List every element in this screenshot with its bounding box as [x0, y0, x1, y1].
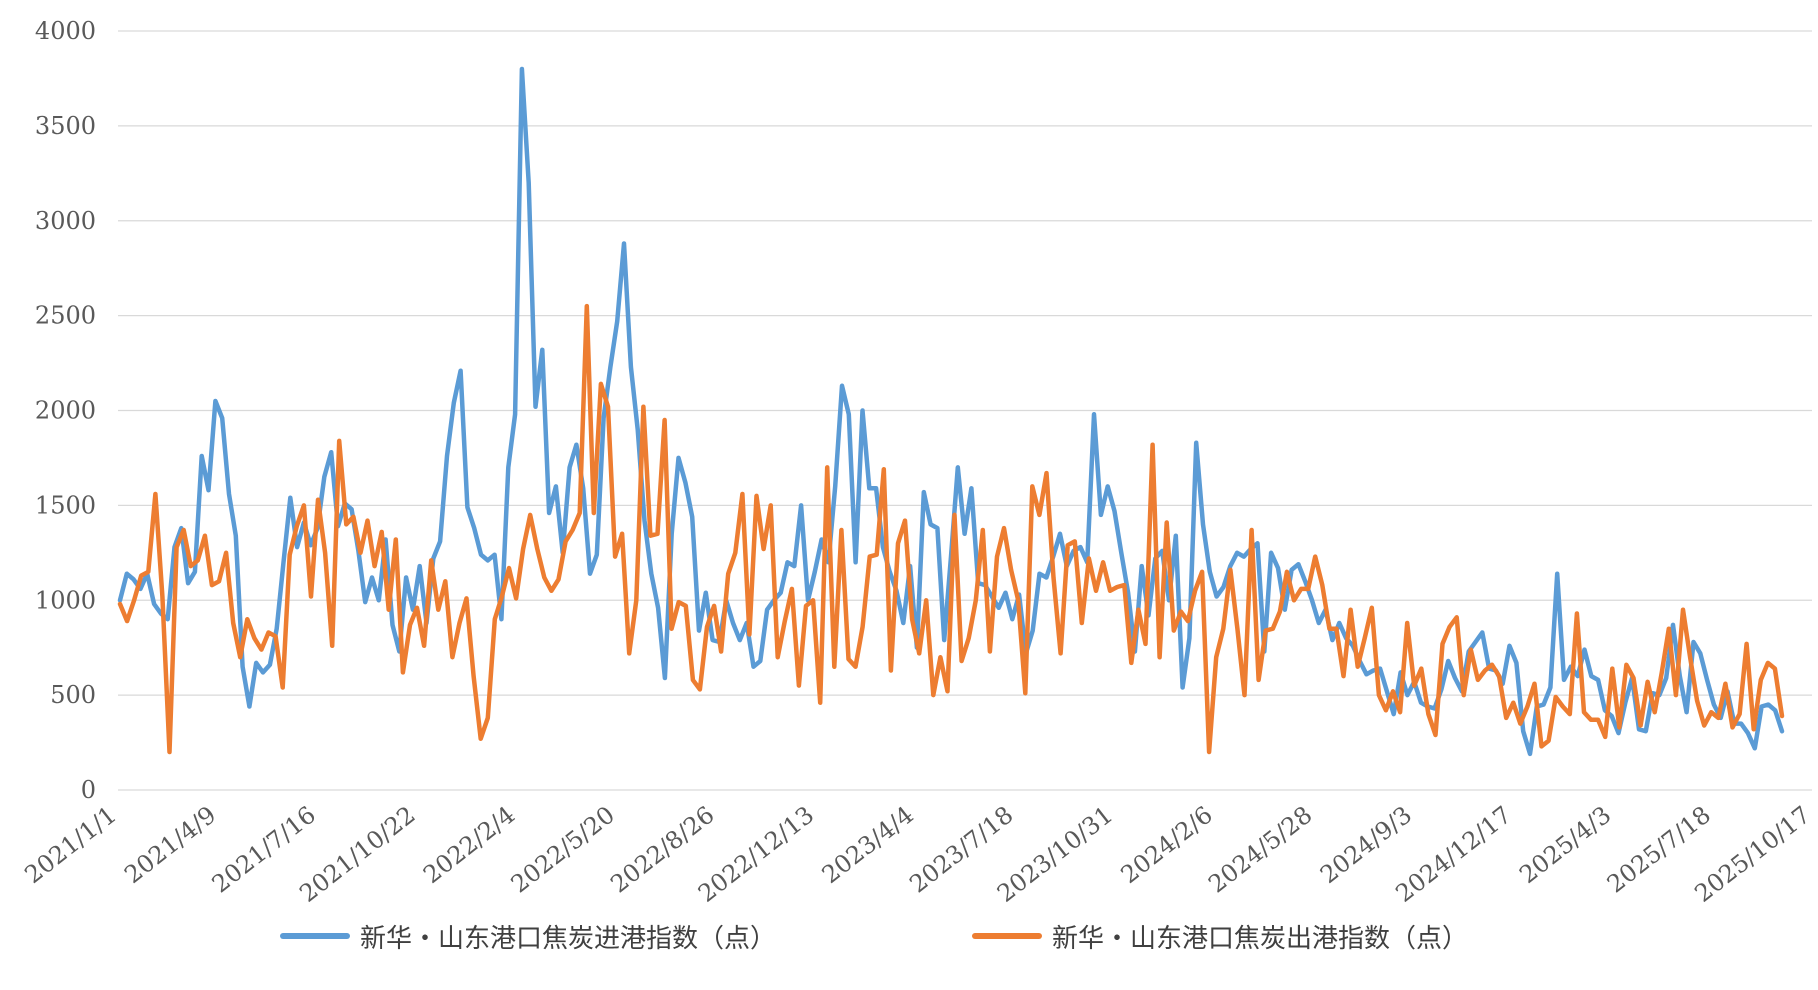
y-tick-label: 2500	[35, 302, 96, 330]
y-tick-label: 0	[81, 776, 96, 804]
x-tick-label: 2024/5/28	[1203, 801, 1317, 899]
legend-label-inbound: 新华・山东港口焦炭进港指数（点）	[360, 923, 777, 954]
series-line-outbound	[117, 303, 1785, 755]
x-tick-label: 2021/1/1	[20, 801, 122, 889]
y-tick-label: 1000	[35, 586, 96, 614]
legend-item-outbound: 新华・山东港口焦炭出港指数（点）	[972, 918, 1468, 954]
legend-label-outbound: 新华・山东港口焦炭出港指数（点）	[1052, 923, 1469, 954]
y-axis-tick-labels: 0 500 1000 1500 2000 2500 3000 3500 4000	[35, 17, 96, 804]
y-tick-label: 1500	[35, 491, 96, 519]
gridlines	[118, 30, 1812, 791]
legend-item-inbound: 新华・山东港口焦炭进港指数（点）	[280, 918, 776, 954]
y-tick-label: 3000	[35, 207, 96, 235]
y-tick-label: 4000	[35, 17, 96, 45]
series-lines	[117, 66, 1785, 757]
legend-swatch-outbound	[972, 933, 1042, 939]
y-tick-label: 3500	[35, 112, 96, 140]
x-axis-tick-labels: 2021/1/12021/4/92021/7/162021/10/222022/…	[20, 801, 1816, 908]
x-tick-label: 2022/5/20	[506, 801, 620, 899]
legend-swatch-inbound	[280, 933, 350, 939]
y-tick-label: 500	[50, 681, 96, 709]
y-tick-label: 2000	[35, 397, 96, 425]
